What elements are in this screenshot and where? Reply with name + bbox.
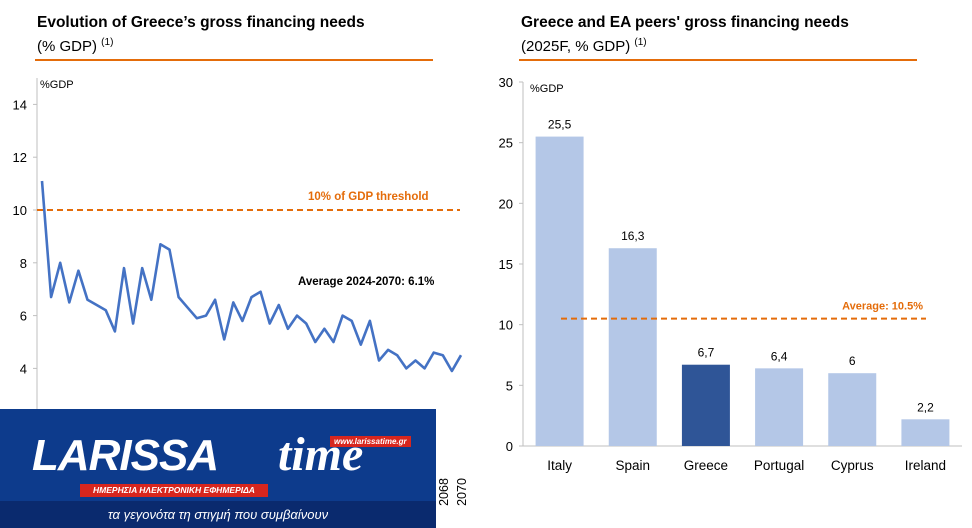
bar-chart-y-tick: 0 — [506, 439, 513, 454]
banner-logo-area: LARISSA time www.larissatime.gr ΗΜΕΡΗΣΙΑ… — [0, 409, 436, 501]
line-chart-x-tick: 2070 — [455, 478, 469, 506]
bar-value-label: 25,5 — [548, 118, 572, 132]
bar-category-label: Greece — [684, 458, 728, 473]
logo-brand-main: LARISSA — [32, 431, 219, 480]
line-chart-y-tick: 12 — [13, 150, 27, 165]
line-chart-x-tick: 2068 — [437, 478, 451, 506]
bar-spain — [608, 248, 657, 446]
bar-category-label: Italy — [547, 458, 572, 473]
bar-category-label: Spain — [615, 458, 650, 473]
banner-tagline: τα γεγονότα τη στιγμή που συμβαίνουν — [107, 507, 329, 522]
right-chart-subtitle-text: (2025F, % GDP) — [521, 38, 631, 55]
right-title-rule — [519, 59, 917, 61]
right-chart-title: Greece and EA peers' gross financing nee… — [521, 14, 849, 31]
bar-chart-y-tick: 15 — [499, 257, 513, 272]
left-chart-subtitle: (% GDP) (1) — [37, 37, 113, 55]
line-chart-y-label: %GDP — [40, 79, 74, 91]
bar-category-label: Ireland — [905, 458, 946, 473]
line-chart-y-tick: 6 — [20, 309, 27, 324]
bar-greece — [681, 364, 730, 446]
bar-value-label: 6 — [849, 354, 856, 368]
average-line-label: Average: 10.5% — [842, 301, 923, 313]
left-chart-title: Evolution of Greece’s gross financing ne… — [37, 14, 365, 31]
logo-strip: ΗΜΕΡΗΣΙΑ ΗΛΕΚΤΡΟΝΙΚΗ ΕΦΗΜΕΡΙΔΑ — [80, 484, 268, 497]
right-chart-subtitle: (2025F, % GDP) (1) — [521, 37, 647, 55]
left-chart-footnote: (1) — [101, 37, 114, 48]
bar-chart-y-tick: 10 — [499, 318, 513, 333]
larissatime-banner[interactable]: LARISSA time www.larissatime.gr ΗΜΕΡΗΣΙΑ… — [0, 409, 436, 528]
line-chart-y-tick: 10 — [13, 203, 27, 218]
average-label: Average 2024-2070: 6.1% — [298, 276, 434, 288]
bar-ireland — [901, 419, 950, 446]
right-chart-footnote: (1) — [634, 37, 647, 48]
bar-chart-y-tick: 5 — [506, 378, 513, 393]
bar-value-label: 6,4 — [771, 349, 788, 363]
bar-chart-y-tick: 20 — [499, 196, 513, 211]
line-chart-y-tick: 8 — [20, 256, 27, 271]
bar-chart-y-tick: 30 — [499, 75, 513, 90]
bar-cyprus — [828, 373, 877, 446]
bar-chart-y-label: %GDP — [530, 83, 564, 95]
bar-portugal — [755, 368, 804, 446]
bar-category-label: Cyprus — [831, 458, 874, 473]
bar-value-label: 16,3 — [621, 229, 645, 243]
bar-italy — [535, 136, 584, 446]
line-chart-y-tick: 4 — [20, 361, 27, 376]
logo-url[interactable]: www.larissatime.gr — [330, 436, 411, 447]
bar-category-label: Portugal — [754, 458, 804, 473]
threshold-label: 10% of GDP threshold — [308, 191, 429, 203]
left-chart-subtitle-text: (% GDP) — [37, 38, 97, 55]
bar-chart-y-tick: 25 — [499, 136, 513, 151]
bar-value-label: 2,2 — [917, 400, 934, 414]
left-title-rule — [35, 59, 433, 61]
bar-value-label: 6,7 — [698, 346, 715, 360]
line-chart-y-tick: 14 — [13, 97, 27, 112]
line-chart-series — [40, 180, 463, 373]
